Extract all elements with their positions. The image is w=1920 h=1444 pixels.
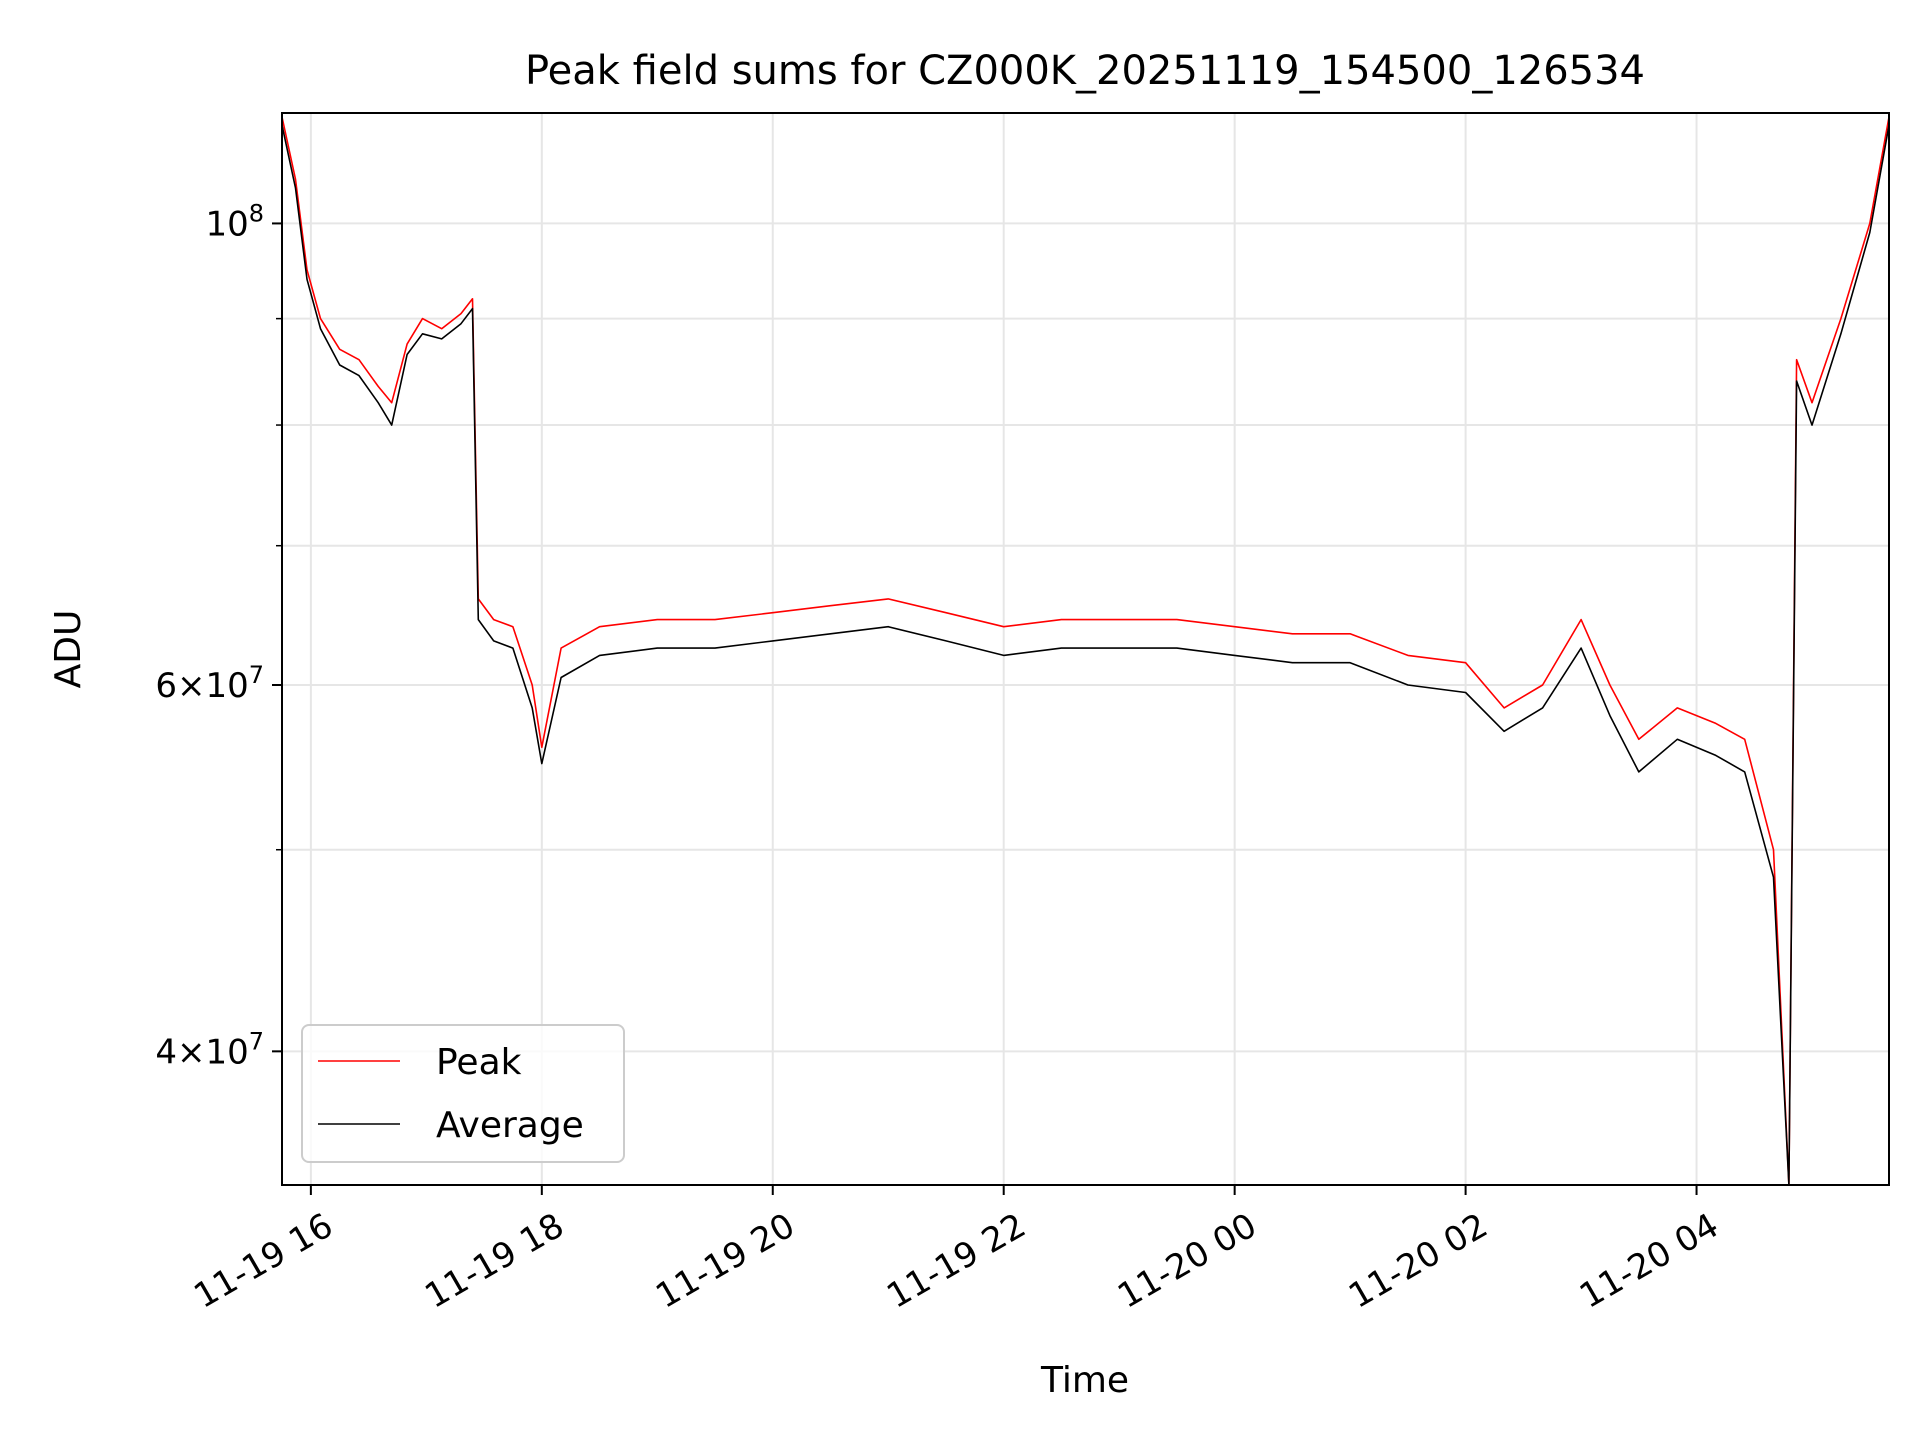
series-line-peak xyxy=(281,116,1890,1186)
x-axis-label: Time xyxy=(1040,1360,1129,1401)
gridlines xyxy=(282,113,1889,1185)
series-lines xyxy=(281,116,1890,1186)
y-axis-label: ADU xyxy=(48,610,89,689)
y-tick-label: 4×107 xyxy=(155,1027,264,1072)
legend: Peak Average xyxy=(301,1024,625,1163)
y-tick-label: 108 xyxy=(205,199,264,244)
chart-title: Peak field sums for CZ000K_20251119_1545… xyxy=(525,48,1645,94)
y-tick-label: 6×107 xyxy=(155,661,264,706)
y-axis-ticks: 4×107 6×107 108 xyxy=(155,199,282,1072)
legend-label-peak: Peak xyxy=(436,1042,522,1083)
legend-label-average: Average xyxy=(436,1105,584,1146)
series-line-average xyxy=(281,124,1890,1186)
plot-frame xyxy=(281,112,1890,1186)
legend-box xyxy=(301,1024,625,1163)
